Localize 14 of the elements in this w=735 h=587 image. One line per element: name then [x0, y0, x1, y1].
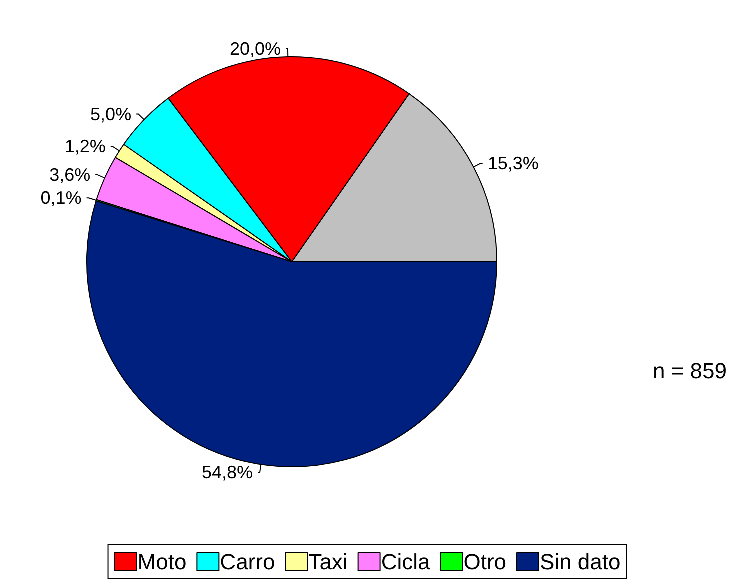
- data-label: 1,2%: [64, 136, 106, 157]
- data-label: 15,3%: [488, 154, 539, 174]
- data-label: 54,8%: [202, 462, 253, 483]
- legend-label: Sin dato: [540, 550, 621, 574]
- text: n = 859: [652, 358, 727, 384]
- legend-label: Cicla: [381, 550, 431, 574]
- data-label: 3,6%: [50, 164, 91, 185]
- legend-label: Taxi: [308, 550, 348, 574]
- legend-label: Carro: [220, 550, 276, 574]
- data-label: 5,0%: [90, 104, 132, 124]
- data-label: 0,1%: [40, 188, 82, 208]
- legend-label: Moto: [138, 550, 187, 574]
- data-label: 20,0%: [230, 39, 281, 60]
- legend-label: Otro: [464, 550, 507, 574]
